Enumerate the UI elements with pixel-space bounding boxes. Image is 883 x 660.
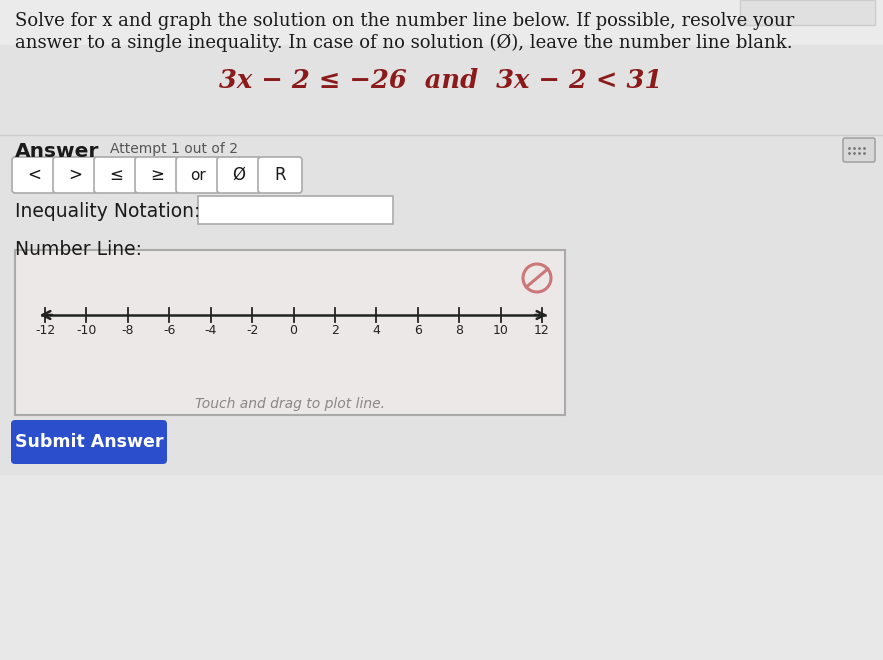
Text: -4: -4: [205, 324, 217, 337]
Text: <: <: [27, 166, 41, 184]
Text: 4: 4: [373, 324, 381, 337]
Text: or: or: [190, 168, 206, 183]
Text: 8: 8: [455, 324, 464, 337]
Text: R: R: [275, 166, 286, 184]
Text: -8: -8: [122, 324, 134, 337]
FancyBboxPatch shape: [53, 157, 97, 193]
Text: Ø: Ø: [232, 166, 245, 184]
Bar: [0, 45, 883, 475]
Text: -10: -10: [76, 324, 96, 337]
Text: 12: 12: [534, 324, 550, 337]
Text: 3x − 2 ≤ −26  and  3x − 2 < 31: 3x − 2 ≤ −26 and 3x − 2 < 31: [219, 68, 662, 93]
Text: answer to a single inequality. In case of no solution (Ø), leave the number line: answer to a single inequality. In case o…: [15, 34, 793, 52]
Text: Inequality Notation:: Inequality Notation:: [15, 202, 200, 221]
Text: Solve for x and graph the solution on the number line below. If possible, resolv: Solve for x and graph the solution on th…: [15, 12, 794, 30]
Bar: [198, 196, 393, 224]
FancyBboxPatch shape: [11, 420, 167, 464]
FancyBboxPatch shape: [843, 138, 875, 162]
FancyBboxPatch shape: [94, 157, 138, 193]
Text: Touch and drag to plot line.: Touch and drag to plot line.: [195, 397, 385, 411]
FancyBboxPatch shape: [258, 157, 302, 193]
Text: 10: 10: [493, 324, 509, 337]
Text: 2: 2: [331, 324, 339, 337]
Text: >: >: [68, 166, 82, 184]
FancyBboxPatch shape: [740, 0, 875, 25]
FancyBboxPatch shape: [135, 157, 179, 193]
FancyBboxPatch shape: [176, 157, 220, 193]
Text: Attempt 1 out of 2: Attempt 1 out of 2: [110, 142, 238, 156]
Text: Number Line:: Number Line:: [15, 240, 142, 259]
Text: ≥: ≥: [150, 166, 164, 184]
Text: 0: 0: [290, 324, 298, 337]
Text: 6: 6: [414, 324, 422, 337]
Text: Answer: Answer: [15, 142, 100, 161]
Bar: [15, 250, 565, 415]
Bar: [0, 0, 883, 230]
Text: -2: -2: [245, 324, 258, 337]
FancyBboxPatch shape: [217, 157, 261, 193]
FancyBboxPatch shape: [12, 157, 56, 193]
Text: -6: -6: [163, 324, 176, 337]
Text: ≤: ≤: [109, 166, 123, 184]
Text: Submit Answer: Submit Answer: [15, 433, 163, 451]
Text: -12: -12: [34, 324, 55, 337]
